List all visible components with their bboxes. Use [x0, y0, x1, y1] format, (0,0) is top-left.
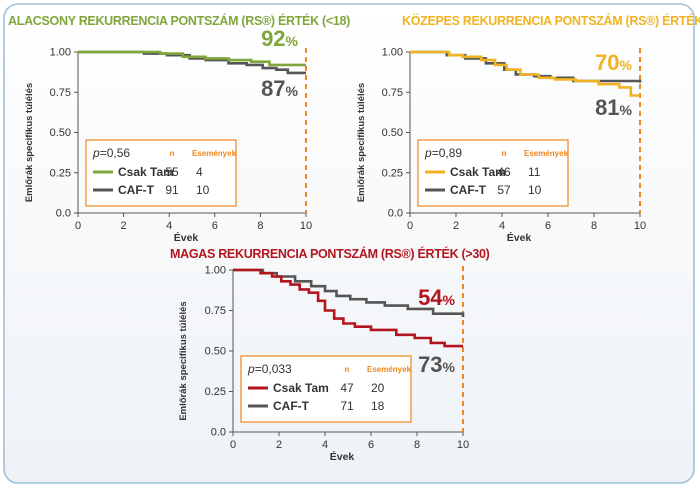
legend-series-name: Csak Tam [118, 165, 174, 179]
end-value-label: 70% [595, 50, 632, 75]
legend-box [85, 139, 237, 207]
legend-col-n: n [345, 365, 350, 374]
chart-title: KÖZEPES REKURRENCIA PONTSZÁM (RS®) ÉRTÉK… [402, 13, 700, 28]
x-tick-label: 6 [212, 220, 218, 232]
chart-2: KÖZEPES REKURRENCIA PONTSZÁM (RS®) ÉRTÉK… [356, 13, 700, 244]
legend-col-n: n [170, 149, 175, 158]
x-tick-label: 6 [368, 439, 374, 451]
y-tick-label: 0.25 [205, 386, 226, 398]
y-tick-label: 1.00 [50, 47, 71, 59]
y-tick-label: 0.0 [388, 208, 403, 220]
legend-col-n: n [502, 149, 507, 158]
y-tick-label: 0.25 [382, 167, 403, 179]
survival-curve-csak-tam [233, 268, 463, 348]
legend-col-events: Események [367, 365, 412, 374]
end-value-label: 73% [418, 352, 455, 377]
x-tick-label: 0 [75, 220, 81, 232]
legend-n: 91 [165, 183, 179, 197]
legend-events: 18 [371, 399, 385, 413]
legend-box [240, 355, 412, 423]
x-tick-label: 2 [121, 220, 127, 232]
survival-curve-csak-tam [78, 50, 306, 67]
end-value-label: 81% [595, 95, 632, 120]
y-tick-label: 0.50 [205, 346, 226, 358]
legend-events: 11 [528, 165, 541, 179]
x-axis-label: Évek [507, 231, 532, 244]
legend-series-name: CAF-T [118, 183, 155, 197]
y-tick-label: 1.00 [205, 265, 226, 277]
x-tick-label: 0 [407, 220, 413, 232]
x-tick-label: 8 [591, 220, 597, 232]
legend-col-events: Események [524, 149, 569, 158]
legend-series-name: Csak Tam [273, 381, 329, 395]
x-tick-label: 10 [300, 220, 312, 232]
legend: p=0,033 n Események Csak Tam 47 20 CAF-T 71 18 [240, 355, 412, 423]
p-value: p=0,033 [247, 362, 292, 376]
x-tick-label: 10 [457, 439, 469, 451]
y-tick-label: 0.50 [382, 127, 403, 139]
figure-frame [3, 3, 695, 484]
legend-col-events: Események [192, 149, 237, 158]
end-value-label: 87% [261, 76, 298, 101]
legend-series-name: CAF-T [450, 183, 487, 197]
y-tick-label: 0.75 [50, 87, 71, 99]
legend-n: 47 [340, 381, 354, 395]
legend-events: 4 [196, 165, 203, 179]
end-value-label: 54% [418, 285, 455, 310]
legend-n: 55 [165, 165, 179, 179]
x-tick-label: 4 [499, 220, 505, 232]
legend-series-name: Csak Tam [450, 165, 506, 179]
y-tick-label: 1.00 [382, 47, 403, 59]
p-value: p=0,56 [92, 146, 130, 160]
chart-1: ALACSONY REKURRENCIA PONTSZÁM (RS®) ÉRTÉ… [8, 13, 350, 244]
y-axis-label: Emlőrák specifikus túlélés [24, 83, 35, 202]
x-tick-label: 6 [545, 220, 551, 232]
legend-n: 46 [497, 165, 511, 179]
x-axis-label: Évek [330, 450, 355, 463]
chart-3: MAGAS REKURRENCIA PONTSZÁM (RS®) ÉRTÉK (… [170, 246, 490, 463]
x-tick-label: 10 [634, 220, 646, 232]
y-tick-label: 0.0 [56, 208, 71, 220]
legend-events: 20 [371, 381, 385, 395]
y-tick-label: 0.25 [50, 167, 71, 179]
x-tick-label: 0 [230, 439, 236, 451]
legend-n: 71 [340, 399, 354, 413]
y-tick-label: 0.50 [50, 127, 71, 139]
p-value: p=0,89 [424, 146, 462, 160]
y-tick-label: 0.75 [205, 305, 226, 317]
x-tick-label: 8 [257, 220, 263, 232]
legend-events: 10 [196, 183, 210, 197]
y-tick-label: 0.75 [382, 87, 403, 99]
x-tick-label: 8 [414, 439, 420, 451]
x-tick-label: 4 [322, 439, 328, 451]
x-axis-label: Évek [174, 231, 199, 244]
y-tick-label: 0.0 [211, 427, 226, 439]
y-axis-label: Emlőrák specifikus túlélés [178, 301, 189, 420]
x-tick-label: 4 [166, 220, 172, 232]
x-tick-label: 2 [276, 439, 282, 451]
legend-n: 57 [497, 183, 511, 197]
legend-events: 10 [528, 183, 542, 197]
chart-title: MAGAS REKURRENCIA PONTSZÁM (RS®) ÉRTÉK (… [170, 246, 490, 261]
x-tick-label: 2 [453, 220, 459, 232]
y-axis-label: Emlőrák specifikus túlélés [356, 83, 367, 202]
chart-title: ALACSONY REKURRENCIA PONTSZÁM (RS®) ÉRTÉ… [8, 13, 350, 28]
survival-curve-csak-tam [410, 50, 640, 97]
legend-series-name: CAF-T [273, 399, 310, 413]
end-value-label: 92% [261, 26, 298, 51]
